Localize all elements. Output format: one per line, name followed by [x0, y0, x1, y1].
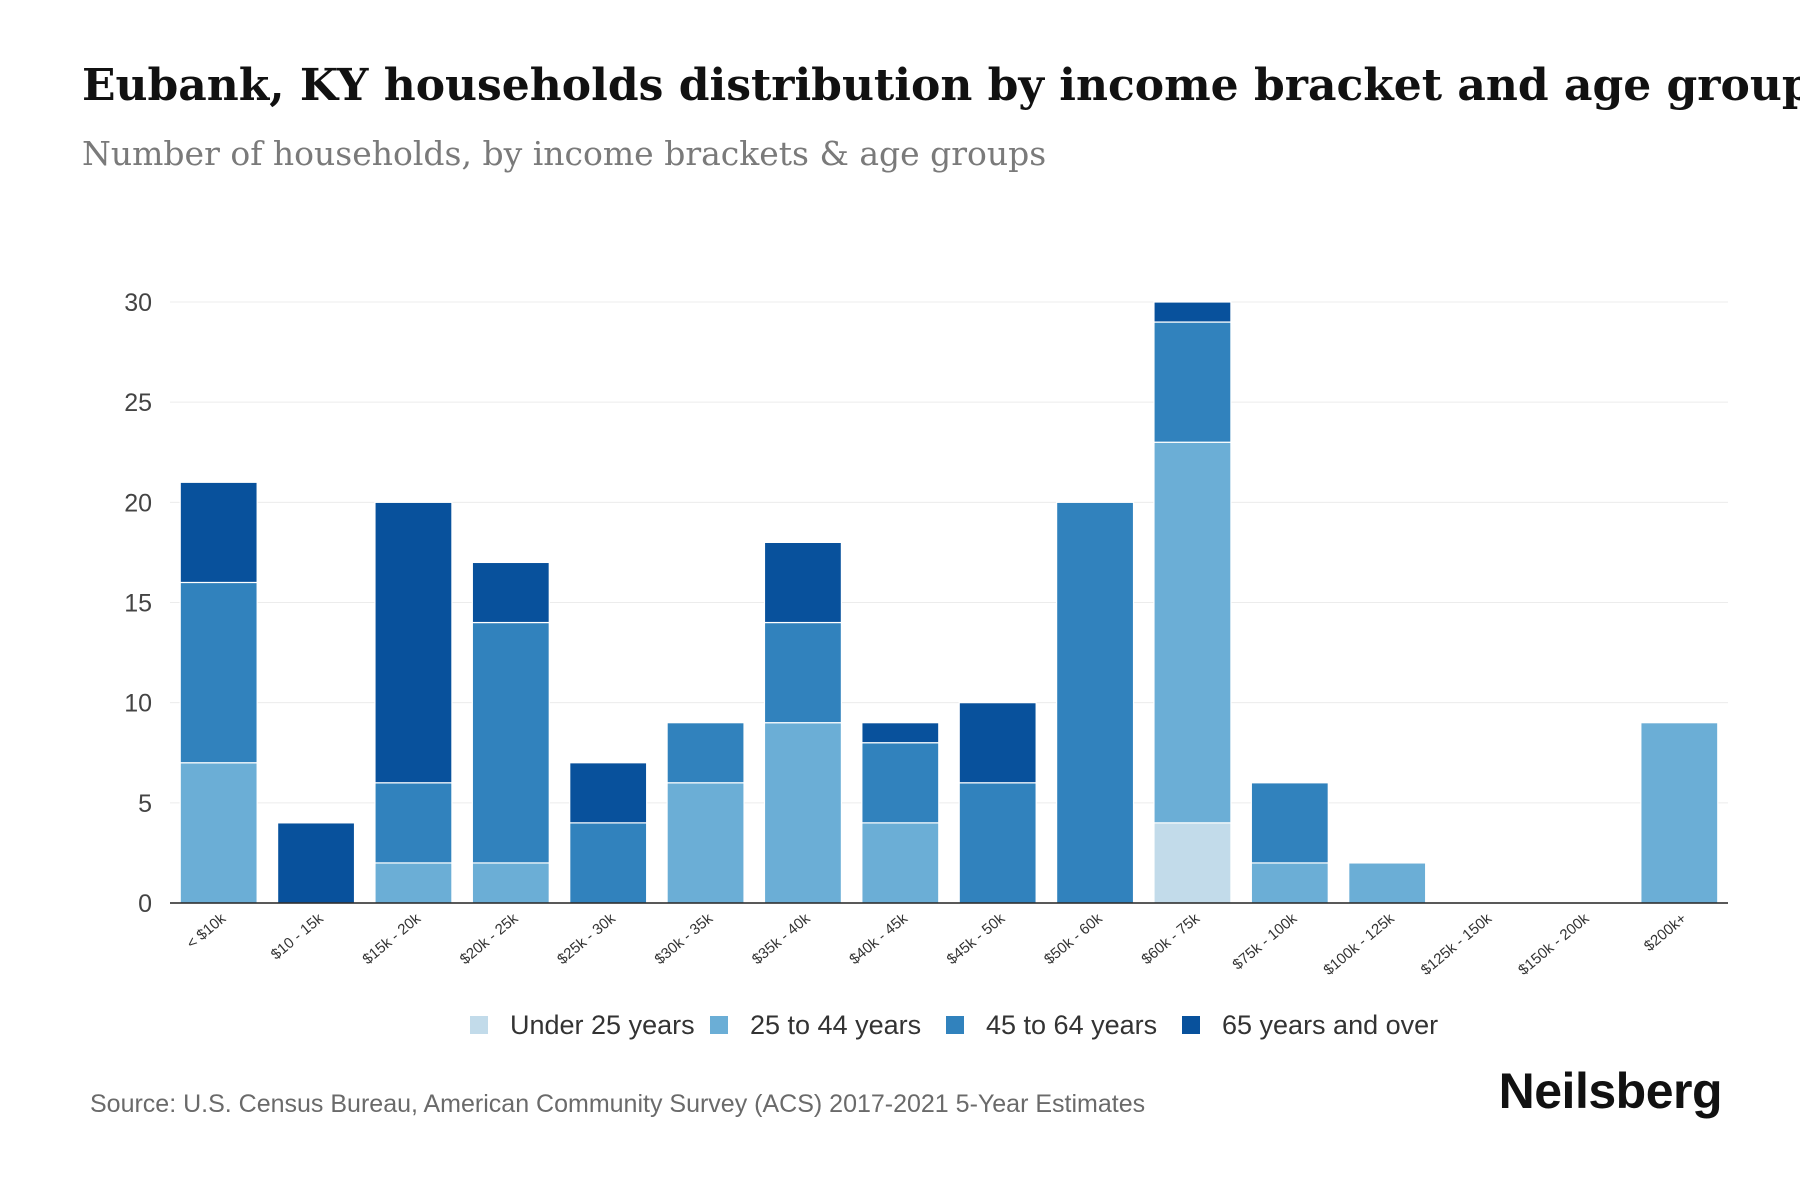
bar-segment — [763, 541, 843, 624]
bar-segment — [374, 862, 453, 904]
legend-swatch — [470, 1016, 488, 1034]
legend-swatch — [710, 1016, 728, 1034]
x-tick-label: $25k - 30k — [554, 910, 619, 968]
bar-segment — [569, 822, 648, 904]
bars — [179, 301, 1719, 904]
legend-label: 45 to 64 years — [986, 1010, 1157, 1040]
bar-segment — [1250, 782, 1329, 864]
bar-segment — [1250, 862, 1329, 904]
bar-segment — [958, 782, 1037, 904]
legend-swatch — [946, 1016, 964, 1034]
bar-segment — [763, 621, 843, 724]
y-tick-label: 10 — [124, 690, 152, 718]
bar-segment — [471, 862, 550, 904]
bar-segment — [861, 822, 940, 904]
bar-segment — [179, 481, 258, 584]
x-tick-label: $10 - 15k — [268, 910, 327, 964]
x-tick-label: $60k - 75k — [1138, 910, 1203, 968]
bar-segment — [666, 722, 745, 784]
y-tick-label: 25 — [124, 389, 152, 417]
bar-segment — [471, 621, 550, 864]
y-tick-label: 30 — [124, 289, 152, 317]
bar-segment — [1153, 301, 1232, 323]
x-tick-label: $40k - 45k — [846, 910, 911, 968]
legend: Under 25 years 25 to 44 years 45 to 64 yea… — [470, 1010, 1438, 1040]
legend-swatch — [1182, 1016, 1200, 1034]
bar-segment — [179, 581, 258, 764]
bar-segment — [569, 762, 648, 824]
bar-segment — [1348, 862, 1427, 904]
bar-segment — [1640, 722, 1719, 904]
legend-label: 65 years and over — [1222, 1010, 1438, 1040]
x-tick-label: $100k - 125k — [1320, 910, 1398, 979]
x-tick-label: $45k - 50k — [944, 910, 1009, 968]
x-tick-label: $20k - 25k — [457, 910, 522, 968]
y-tick-label: 5 — [138, 790, 152, 818]
source-note: Source: U.S. Census Bureau, American Com… — [90, 1090, 1146, 1118]
x-tick-label: $35k - 40k — [749, 910, 814, 968]
bar-segment — [179, 762, 258, 904]
y-tick-label: 20 — [124, 489, 152, 517]
x-tick-label: $15k - 20k — [359, 910, 424, 968]
bar-segment — [666, 782, 745, 904]
bar-segment — [958, 702, 1037, 784]
brand-logo: Neilsberg — [1498, 1063, 1723, 1119]
bar-segment — [374, 501, 453, 784]
legend-label: Under 25 years — [510, 1010, 695, 1040]
x-tick-label: $200k+ — [1641, 910, 1690, 955]
x-tick-label: < $10k — [184, 910, 230, 953]
bar-segment — [861, 722, 940, 744]
bar-segment — [861, 742, 940, 824]
bar-segment — [1153, 822, 1232, 904]
bar-segment — [276, 822, 356, 904]
bar-segment — [471, 561, 550, 624]
x-tick-label: $30k - 35k — [652, 910, 717, 968]
x-tick-label: $150k - 200k — [1515, 910, 1593, 979]
x-tick-label: $75k - 100k — [1229, 910, 1300, 974]
bar-segment — [1153, 321, 1232, 443]
chart-subtitle: Number of households, by income brackets… — [82, 134, 1047, 173]
stacked-bar-chart: 0 5 10 15 20 25 30 < $10k $10 - 15k $15k - 20k $20… — [124, 289, 1728, 1040]
y-tick-label: 0 — [138, 890, 152, 918]
bar-segment — [1153, 441, 1232, 824]
x-tick-label: $125k - 150k — [1418, 910, 1496, 979]
bar-segment — [763, 722, 843, 904]
y-tick-label: 15 — [124, 590, 152, 618]
bar-segment — [1055, 501, 1135, 904]
x-tick-label: $50k - 60k — [1041, 910, 1106, 968]
legend-label: 25 to 44 years — [750, 1010, 921, 1040]
chart-title: Eubank, KY households distribution by in… — [82, 60, 1800, 111]
bar-segment — [374, 782, 453, 864]
